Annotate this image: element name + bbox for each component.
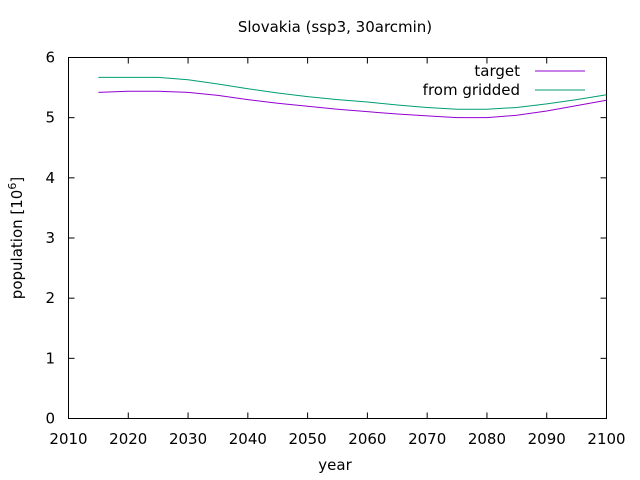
y-tick-label: 0 [45,410,55,428]
y-tick-label: 2 [45,289,55,307]
y-axis-label-main: population [10 [8,190,26,300]
x-tick-label: 2090 [528,430,566,448]
y-axis-label-exponent: 6 [6,183,19,190]
series-lines [98,76,607,119]
x-tick-label: 2030 [169,430,207,448]
plot-frame [68,57,607,419]
y-tick-label: 4 [45,169,55,187]
legend-label-0: target [474,62,520,80]
y-tick-label: 5 [45,109,55,127]
series-line-1 [98,76,607,110]
x-tick-label: 2070 [408,430,446,448]
x-tick-label: 2040 [229,430,267,448]
series-line-0 [98,90,607,119]
x-tick-label: 2010 [49,430,87,448]
y-axis-label: population [106] [6,177,26,299]
x-tick-label: 2020 [109,430,147,448]
axis-ticks [68,57,607,419]
y-tick-label: 6 [45,49,55,67]
legend-label-1: from gridded [423,81,520,99]
y-tick-label: 3 [45,229,55,247]
tick-labels: 2010 2020 2030 2040 2050 2060 2070 2080 2090 2100… [45,49,625,449]
x-tick-label: 2060 [348,430,386,448]
x-tick-label: 2100 [587,430,625,448]
chart-title: Slovakia (ssp3, 30arcmin) [238,18,432,36]
y-axis-label-close: ] [8,177,26,183]
x-axis-label: year [318,456,352,474]
y-tick-label: 1 [45,349,55,367]
x-tick-label: 2080 [468,430,506,448]
x-tick-label: 2050 [289,430,327,448]
